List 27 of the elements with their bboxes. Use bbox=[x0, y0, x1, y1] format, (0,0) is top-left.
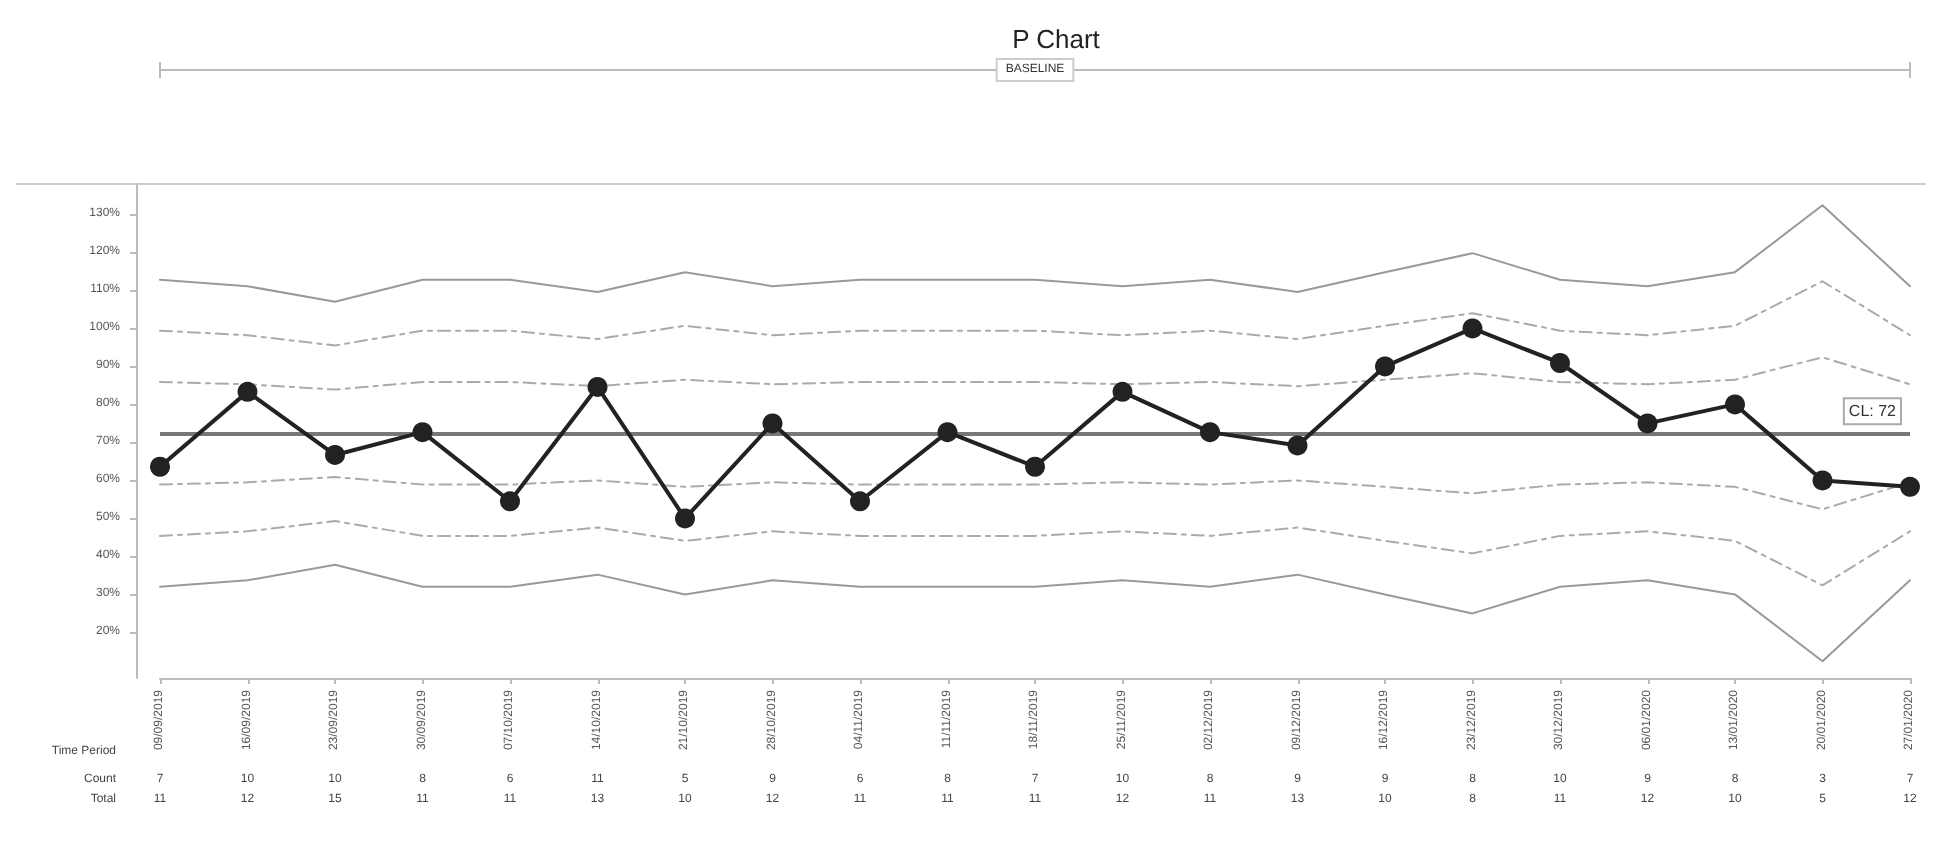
point bbox=[237, 381, 258, 402]
point bbox=[1900, 476, 1920, 497]
point bbox=[1550, 352, 1570, 373]
point bbox=[850, 491, 870, 512]
point bbox=[762, 413, 783, 434]
point bbox=[1112, 381, 1133, 402]
point bbox=[150, 456, 170, 477]
chart-title: P Chart bbox=[1012, 24, 1101, 54]
line-series bbox=[159, 280, 1911, 347]
line-series bbox=[159, 563, 1911, 663]
point bbox=[1462, 318, 1483, 339]
point bbox=[1725, 394, 1745, 415]
line-series bbox=[159, 204, 1911, 303]
point bbox=[1375, 356, 1395, 377]
ref-line-label: CL: 72 bbox=[1848, 402, 1898, 421]
point bbox=[1200, 422, 1220, 443]
point bbox=[325, 444, 345, 465]
point bbox=[1287, 435, 1308, 456]
point bbox=[1812, 470, 1833, 491]
point bbox=[1025, 456, 1045, 477]
point bbox=[500, 491, 520, 512]
point bbox=[675, 508, 695, 529]
point bbox=[412, 422, 433, 443]
point bbox=[587, 376, 608, 397]
line-series bbox=[159, 520, 1911, 587]
point bbox=[1637, 413, 1658, 434]
point bbox=[937, 422, 958, 443]
